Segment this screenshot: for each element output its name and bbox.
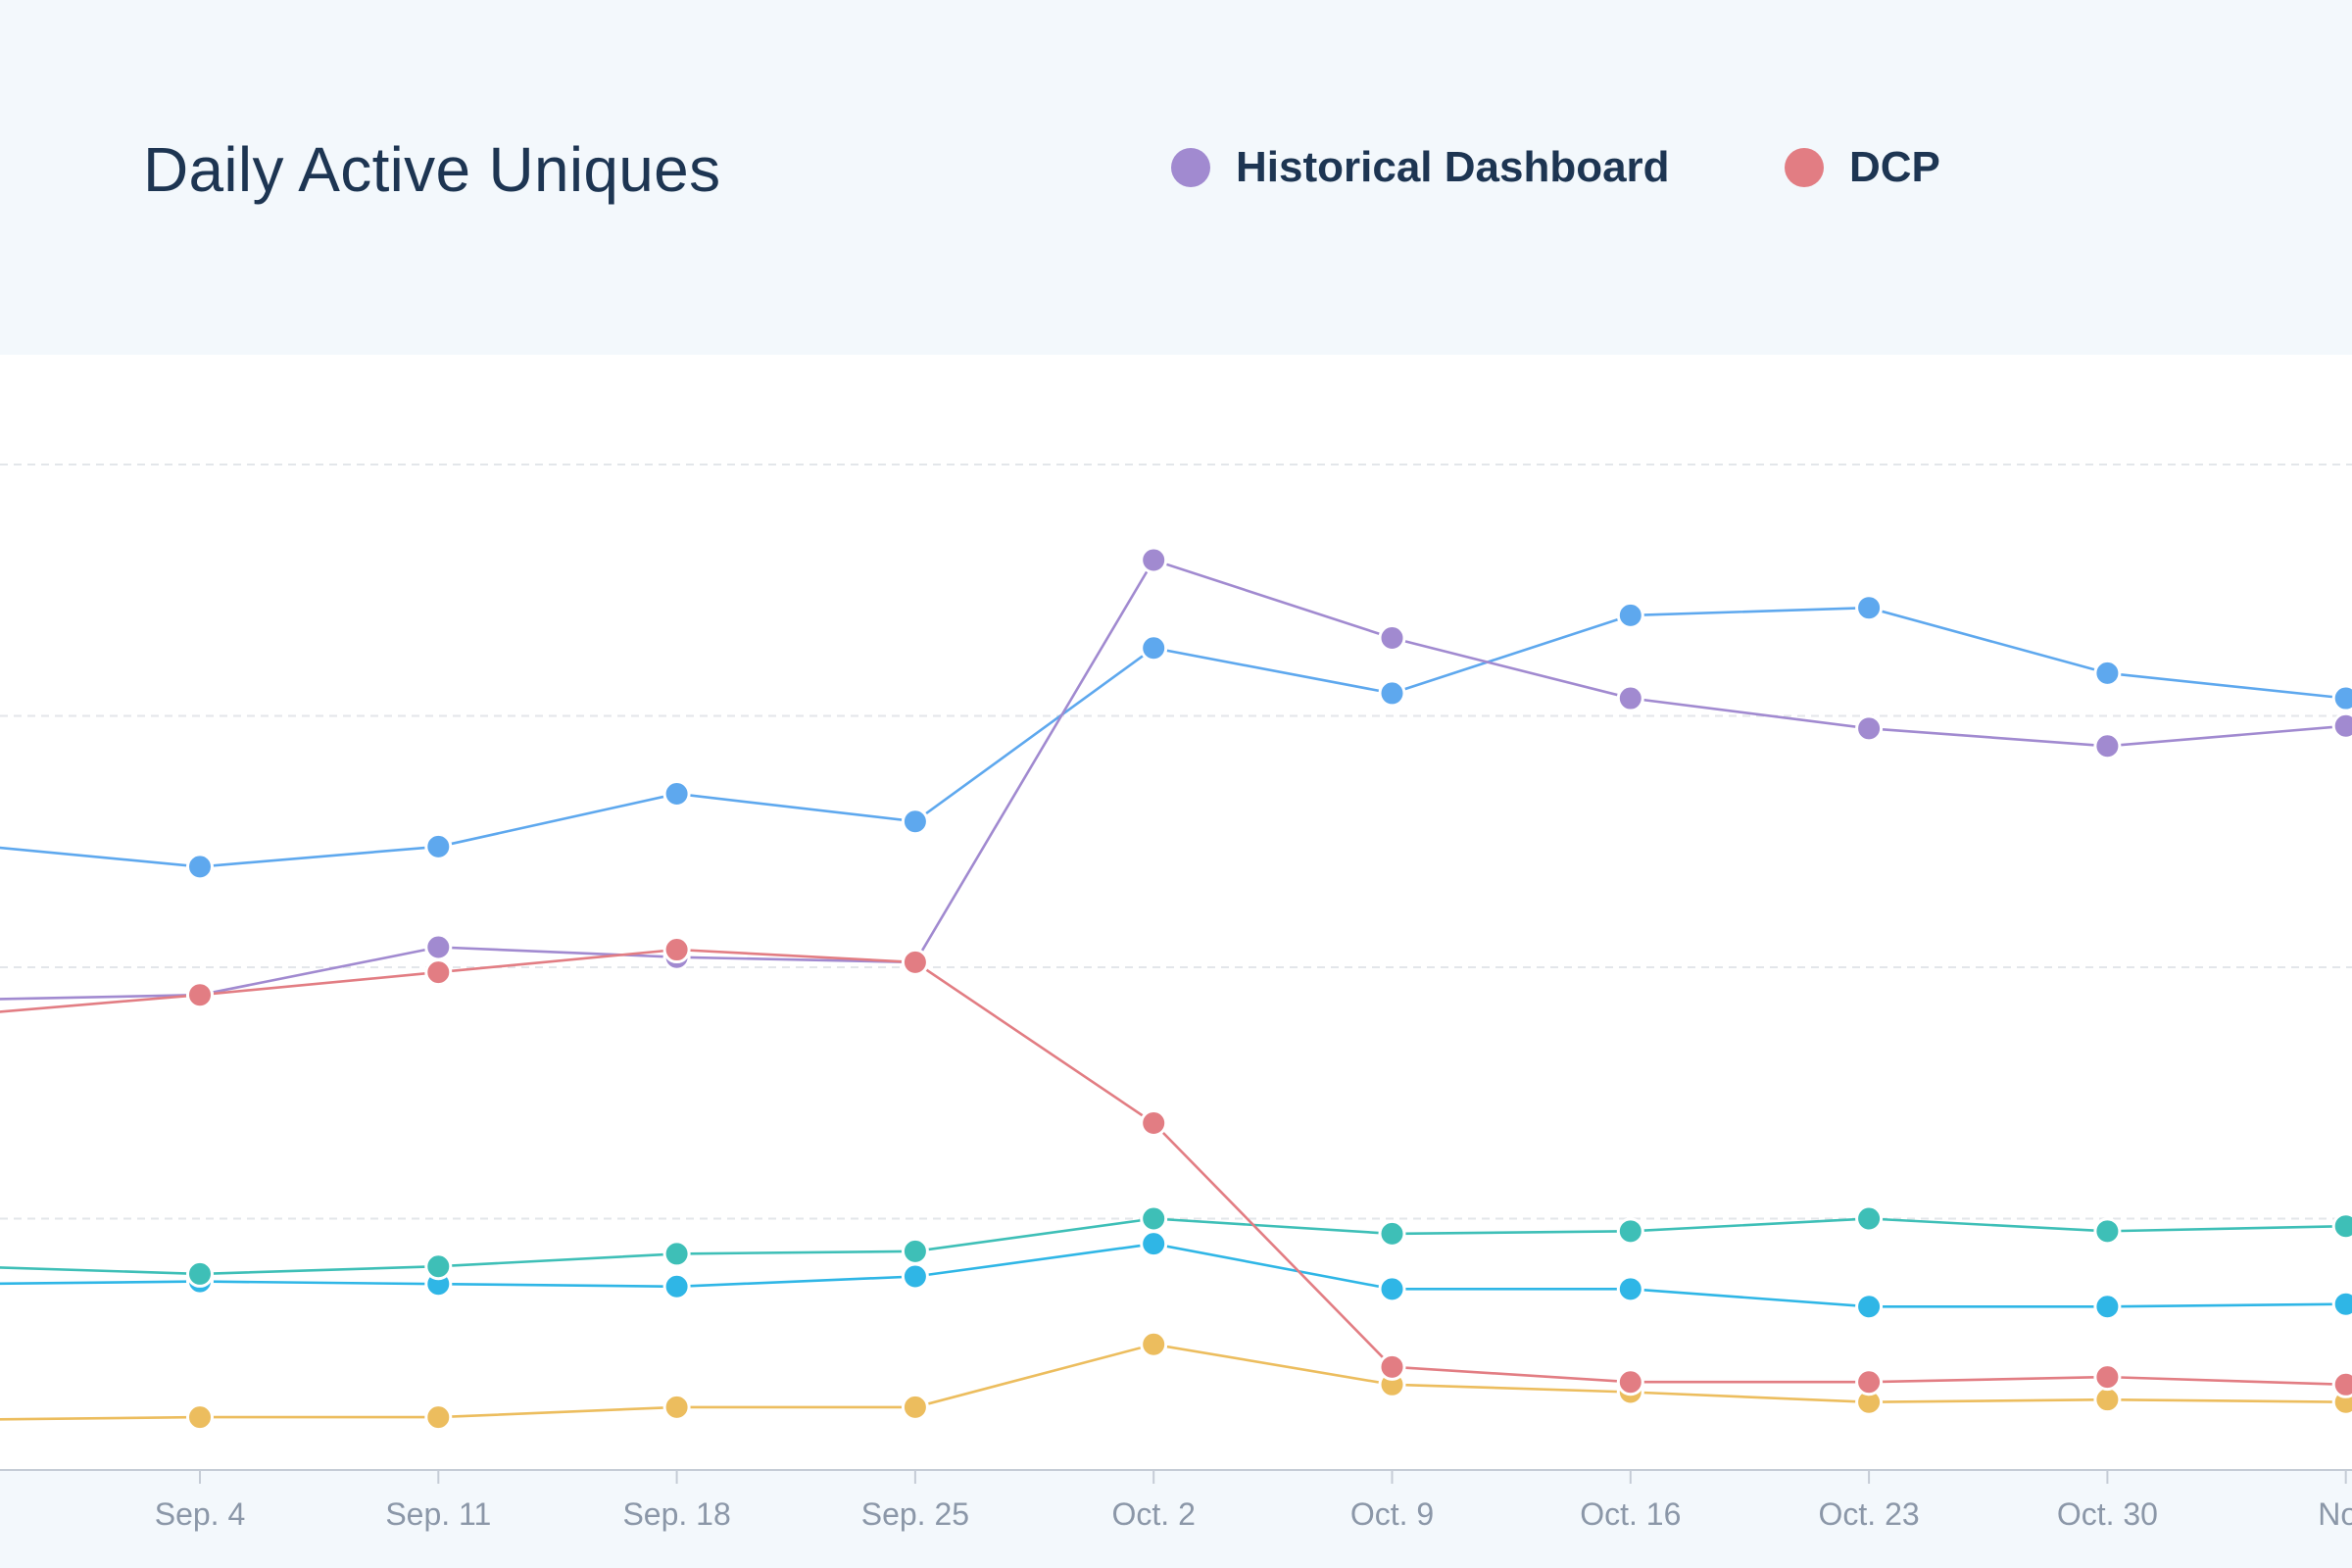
data-point[interactable] <box>1140 546 1168 574</box>
data-point[interactable] <box>1378 623 1406 652</box>
data-point[interactable] <box>901 1262 929 1291</box>
x-tick-label: Sep. 18 <box>622 1496 730 1532</box>
data-point[interactable] <box>901 1237 929 1265</box>
data-point[interactable] <box>2093 1386 2122 1414</box>
data-point[interactable] <box>2093 732 2122 760</box>
data-point[interactable] <box>1855 594 1884 622</box>
series-points <box>186 546 2352 1432</box>
data-point[interactable] <box>901 808 929 836</box>
data-point[interactable] <box>1140 634 1168 662</box>
x-tick-label: Sep. 4 <box>155 1496 246 1532</box>
data-point[interactable] <box>1140 1330 1168 1358</box>
series-line <box>0 1343 2346 1421</box>
legend-dot-historical-dashboard <box>1171 148 1210 187</box>
chart-header: Daily Active Uniques Historical Dashboar… <box>0 0 2352 355</box>
data-point[interactable] <box>1140 1204 1168 1233</box>
data-point[interactable] <box>424 1403 453 1432</box>
legend-item-dcp[interactable]: DCP <box>1785 143 1940 192</box>
data-point[interactable] <box>2331 1290 2352 1318</box>
data-point[interactable] <box>2093 1363 2122 1392</box>
legend-label: DCP <box>1849 143 1940 191</box>
data-point[interactable] <box>2093 659 2122 687</box>
data-point[interactable] <box>1378 1352 1406 1381</box>
series-line <box>0 1242 2346 1308</box>
data-point[interactable] <box>424 1252 453 1281</box>
data-point[interactable] <box>1140 1109 1168 1138</box>
grid-lines <box>0 464 2352 1220</box>
x-tick-label: Oct. 2 <box>1112 1496 1196 1532</box>
data-point[interactable] <box>2331 1370 2352 1398</box>
data-point[interactable] <box>901 1393 929 1421</box>
data-point[interactable] <box>1378 679 1406 708</box>
data-point[interactable] <box>1855 1293 1884 1321</box>
data-point[interactable] <box>2093 1217 2122 1246</box>
series-line <box>0 948 2346 1387</box>
data-point[interactable] <box>1855 1204 1884 1233</box>
data-point[interactable] <box>662 1393 691 1421</box>
data-point[interactable] <box>1616 1275 1644 1303</box>
data-point[interactable] <box>662 780 691 808</box>
data-point[interactable] <box>186 1403 214 1432</box>
x-tick-label: Oct. 30 <box>2057 1496 2158 1532</box>
data-point[interactable] <box>2331 684 2352 712</box>
data-point[interactable] <box>186 853 214 881</box>
data-point[interactable] <box>1855 714 1884 743</box>
data-point[interactable] <box>662 936 691 964</box>
x-tick-label: Nov <box>2318 1496 2352 1532</box>
data-point[interactable] <box>186 1259 214 1288</box>
legend-dot-dcp <box>1785 148 1824 187</box>
data-point[interactable] <box>2331 711 2352 740</box>
x-tick-label: Sep. 25 <box>861 1496 969 1532</box>
data-point[interactable] <box>1616 684 1644 712</box>
series-lines <box>0 558 2346 1421</box>
chart-title: Daily Active Uniques <box>143 134 721 205</box>
data-point[interactable] <box>424 832 453 860</box>
data-point[interactable] <box>1616 1217 1644 1246</box>
x-tick-label: Oct. 16 <box>1580 1496 1681 1532</box>
series-line <box>0 558 2346 1001</box>
x-tick-label: Sep. 11 <box>385 1496 491 1532</box>
data-point[interactable] <box>186 981 214 1009</box>
data-point[interactable] <box>1378 1275 1406 1303</box>
legend-label: Historical Dashboard <box>1236 143 1670 191</box>
legend-item-historical-dashboard[interactable]: Historical Dashboard <box>1171 143 1670 192</box>
data-point[interactable] <box>662 1272 691 1300</box>
data-point[interactable] <box>1616 601 1644 629</box>
data-point[interactable] <box>424 933 453 961</box>
x-tick-label: Oct. 23 <box>1819 1496 1920 1532</box>
data-point[interactable] <box>2093 1293 2122 1321</box>
x-tick-label: Oct. 9 <box>1350 1496 1434 1532</box>
data-point[interactable] <box>424 958 453 987</box>
data-point[interactable] <box>1855 1368 1884 1396</box>
data-point[interactable] <box>2331 1212 2352 1241</box>
x-axis-strip <box>0 1469 2352 1568</box>
data-point[interactable] <box>1616 1368 1644 1396</box>
data-point[interactable] <box>1378 1219 1406 1248</box>
data-point[interactable] <box>662 1240 691 1268</box>
data-point[interactable] <box>901 948 929 976</box>
data-point[interactable] <box>1140 1230 1168 1258</box>
